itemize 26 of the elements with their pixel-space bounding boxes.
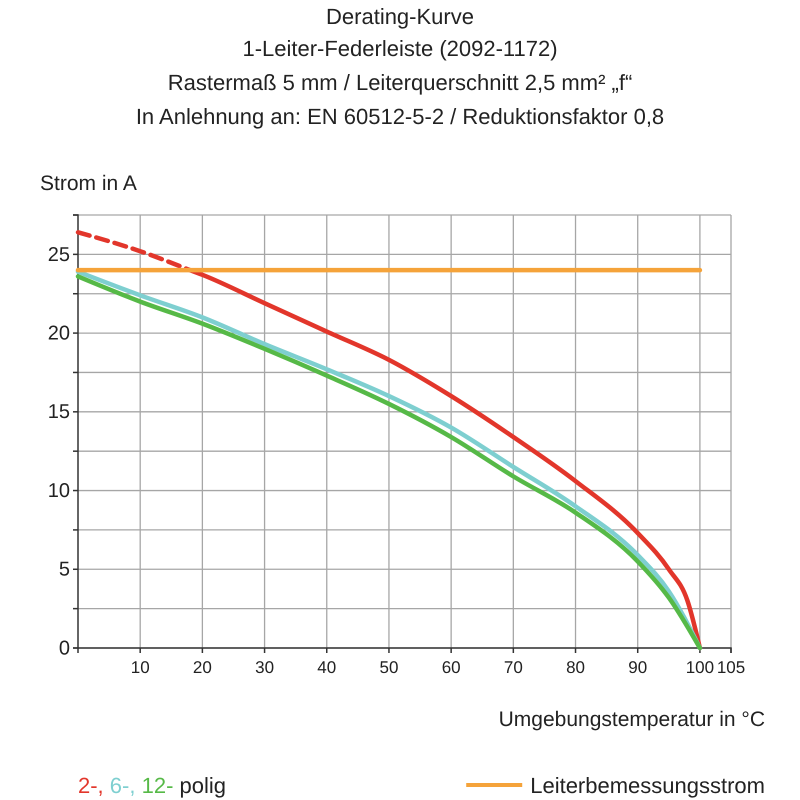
y-tick-label: 0	[58, 637, 70, 660]
y-tick-label: 20	[48, 322, 70, 344]
x-axis-title: Umgebungstemperatur in °C	[498, 708, 765, 731]
y-tick-label: 10	[48, 480, 70, 502]
legend-label: Leiterbemessungsstrom	[530, 773, 765, 798]
text: 2-,	[78, 773, 104, 798]
chart-title: Derating-Kurve	[326, 4, 474, 29]
text: 12-	[135, 773, 174, 798]
x-tick-label: 40	[317, 658, 336, 677]
x-tick-label: 50	[379, 658, 398, 677]
x-tick-label: 60	[442, 658, 461, 677]
x-tick-label: 20	[192, 658, 212, 677]
y-tick-label: 15	[48, 401, 70, 424]
x-tick-label: 80	[566, 658, 585, 677]
x-tick-label: 10	[130, 658, 150, 677]
y-tick-label: 25	[48, 244, 70, 266]
legend-title: polig	[173, 773, 226, 798]
x-tick-label: 70	[504, 658, 523, 677]
x-tick-label: 30	[255, 658, 274, 677]
y-tick-label: 5	[58, 558, 70, 581]
chart-subtitle: 1-Leiter-Federleiste (2092-1172) Rastermaß 5 mm / Leiterquerschnitt 2,5 mm² „f“ In Anlehnung an: EN 60512-5-2 / Reduktionsfaktor 0,8	[136, 36, 664, 129]
x-tick-label: 105	[716, 658, 746, 677]
y-axis-title: Strom in A	[40, 172, 137, 195]
x-tick-label: 90	[628, 658, 648, 677]
x-tick-label: 100	[686, 658, 714, 677]
text: 6-,	[104, 773, 136, 798]
